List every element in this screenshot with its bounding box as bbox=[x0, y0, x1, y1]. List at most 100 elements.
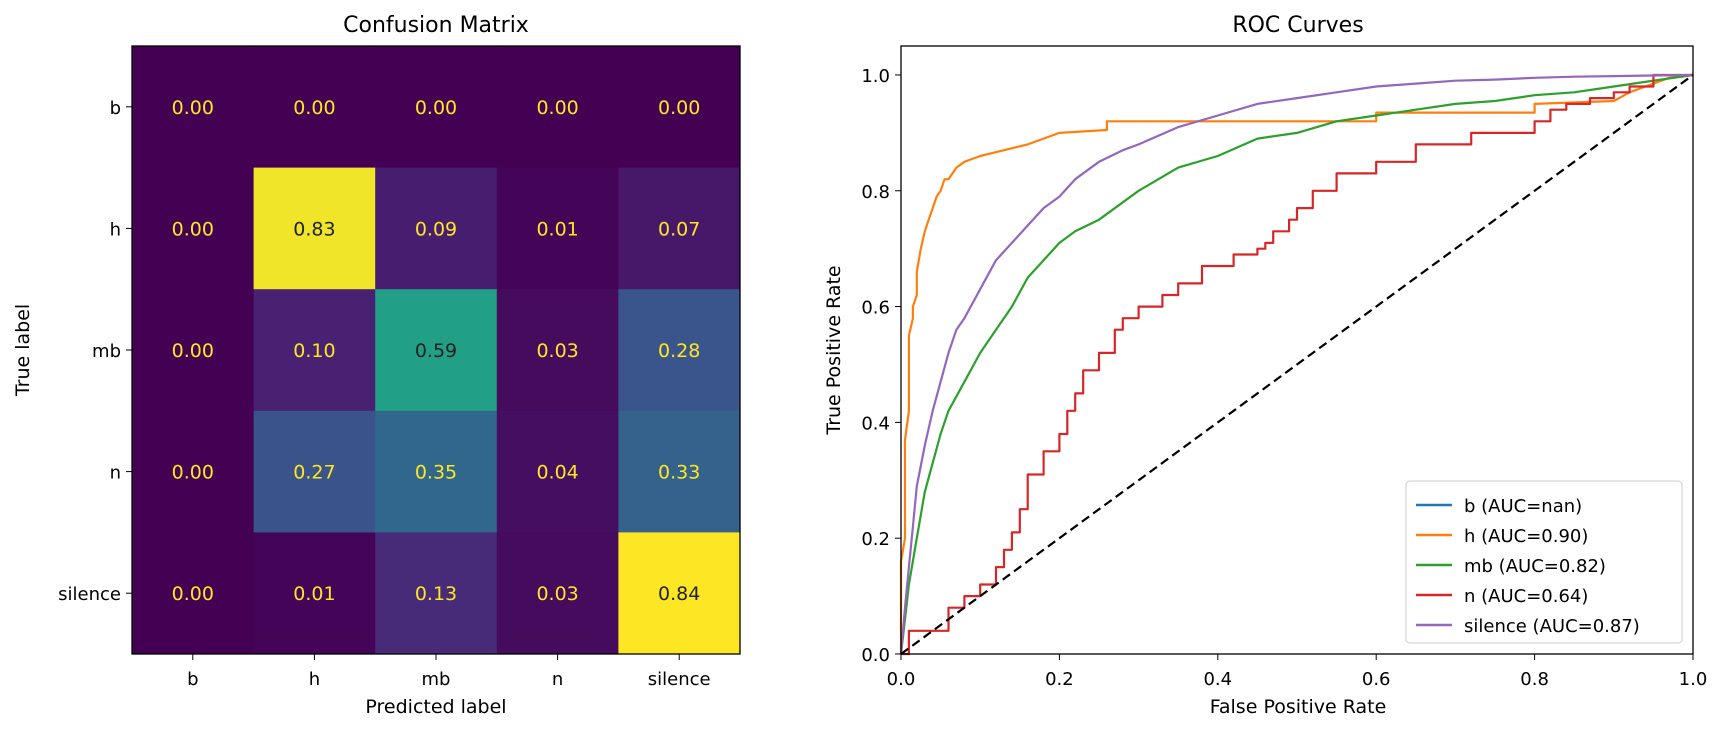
cm-x-tick-label: silence bbox=[648, 669, 711, 690]
cm-x-tick-label: h bbox=[309, 669, 320, 690]
cm-cell bbox=[253, 46, 376, 169]
cm-cell-label: 0.01 bbox=[536, 218, 578, 240]
cm-cell bbox=[618, 410, 741, 533]
cm-y-tick-label: h bbox=[110, 219, 121, 240]
cm-cell-label: 0.00 bbox=[536, 97, 578, 119]
cm-cell-label: 0.10 bbox=[293, 340, 335, 362]
roc-x-tick-label: 0.0 bbox=[887, 669, 916, 690]
roc-series-line bbox=[899, 73, 1694, 655]
cm-cell bbox=[496, 289, 619, 412]
cm-cell-label: 0.03 bbox=[536, 583, 578, 605]
roc-y-tick-label: 0.4 bbox=[861, 413, 890, 434]
cm-x-tick-label: n bbox=[552, 669, 563, 690]
cm-y-ticks: b h mb n silence bbox=[58, 98, 132, 605]
cm-cell bbox=[132, 532, 255, 655]
roc-y-tick-label: 0.8 bbox=[861, 182, 890, 203]
cm-cell bbox=[253, 289, 376, 412]
roc-chance-line bbox=[900, 74, 1694, 655]
cm-y-tick-label: silence bbox=[58, 584, 121, 605]
cm-cell bbox=[132, 46, 255, 169]
cm-cell-label: 0.00 bbox=[415, 97, 457, 119]
cm-cell-label: 0.84 bbox=[658, 583, 700, 605]
cm-cell-label: 0.33 bbox=[658, 462, 700, 484]
cm-cell-label: 0.00 bbox=[172, 97, 214, 119]
cm-cell-label: 0.00 bbox=[172, 583, 214, 605]
roc-y-tick-label: 0.2 bbox=[861, 529, 890, 550]
cm-cell bbox=[375, 532, 498, 655]
cm-cell-label: 0.00 bbox=[172, 218, 214, 240]
roc-series-line bbox=[901, 73, 1693, 656]
roc-x-tick-label: 0.8 bbox=[1520, 669, 1549, 690]
cm-y-tick-label: b bbox=[110, 98, 121, 119]
cm-cell-label: 0.07 bbox=[658, 218, 700, 240]
roc-y-tick-label: 0.0 bbox=[861, 645, 890, 666]
cm-y-tick-label: n bbox=[110, 463, 121, 484]
cm-cell bbox=[618, 167, 741, 290]
cm-cell-label: 0.28 bbox=[658, 340, 700, 362]
confusion-matrix-panel: Confusion Matrix 0.00 0.00 0.00 0.00 0.000.0… bbox=[12, 13, 741, 718]
legend-label: mb (AUC=0.82) bbox=[1464, 556, 1606, 577]
cm-cell bbox=[618, 289, 741, 412]
cm-cell bbox=[496, 532, 619, 655]
roc-frame bbox=[900, 45, 1694, 655]
legend-box bbox=[1405, 480, 1683, 644]
cm-cell bbox=[496, 167, 619, 290]
roc-legend: b (AUC=nan) h (AUC=0.90) mb (AUC=0.82) n (A… bbox=[1405, 480, 1683, 644]
cm-cell-label: 0.09 bbox=[415, 218, 457, 240]
cm-cell bbox=[375, 410, 498, 533]
roc-lines bbox=[899, 73, 1694, 656]
cm-cell-label: 0.01 bbox=[293, 583, 335, 605]
cm-ylabel: True label bbox=[12, 304, 34, 397]
roc-y-tick-label: 1.0 bbox=[861, 66, 890, 87]
cm-cell-label: 0.83 bbox=[293, 218, 335, 240]
cm-cell bbox=[253, 532, 376, 655]
cm-cell bbox=[375, 167, 498, 290]
cm-cell bbox=[496, 46, 619, 169]
cm-xlabel: Predicted label bbox=[365, 696, 506, 718]
cm-cell bbox=[132, 289, 255, 412]
cm-cell-label: 0.00 bbox=[172, 340, 214, 362]
cm-cell-label: 0.03 bbox=[536, 340, 578, 362]
cm-y-tick-label: mb bbox=[92, 341, 121, 362]
cm-cell bbox=[132, 167, 255, 290]
roc-x-tick-label: 0.4 bbox=[1203, 669, 1232, 690]
cm-cell bbox=[375, 289, 498, 412]
roc-panel: ROC Curves 0.0 0.2 0.4 0.6 0.8 1.0 0.00.20.40… bbox=[823, 13, 1707, 718]
legend-label: b (AUC=nan) bbox=[1464, 496, 1582, 517]
cm-cell bbox=[496, 410, 619, 533]
roc-title: ROC Curves bbox=[1232, 13, 1363, 38]
cm-cells: 0.00 0.00 0.00 0.00 0.00 0.00 0.83 0.09 0.01 0.07… bbox=[132, 46, 741, 655]
cm-cell-label: 0.00 bbox=[293, 97, 335, 119]
cm-cell bbox=[132, 410, 255, 533]
cm-cell-label: 0.35 bbox=[415, 462, 457, 484]
roc-y-tick-label: 0.6 bbox=[861, 298, 890, 319]
cm-cell-label: 0.00 bbox=[658, 97, 700, 119]
cm-cell bbox=[375, 46, 498, 169]
legend-label: silence (AUC=0.87) bbox=[1464, 616, 1640, 637]
cm-cell bbox=[618, 46, 741, 169]
cm-title: Confusion Matrix bbox=[343, 13, 529, 38]
cm-x-tick-label: mb bbox=[422, 669, 451, 690]
roc-series-line bbox=[899, 73, 1694, 655]
cm-cell-label: 0.13 bbox=[415, 583, 457, 605]
roc-y-ticks: 0.0 0.2 0.4 0.6 0.8 1.0 bbox=[861, 66, 901, 666]
roc-x-tick-label: 1.0 bbox=[1679, 669, 1708, 690]
roc-series-line bbox=[899, 73, 1694, 654]
cm-cell-label: 0.59 bbox=[415, 340, 457, 362]
legend-label: h (AUC=0.90) bbox=[1464, 526, 1588, 547]
legend-label: n (AUC=0.64) bbox=[1464, 586, 1588, 607]
cm-x-ticks: b h mb n silence bbox=[187, 654, 711, 690]
roc-x-tick-label: 0.6 bbox=[1362, 669, 1391, 690]
cm-cell bbox=[253, 410, 376, 533]
cm-x-tick-label: b bbox=[187, 669, 198, 690]
roc-xlabel: False Positive Rate bbox=[1210, 696, 1387, 718]
roc-ylabel: True Positive Rate bbox=[823, 265, 845, 435]
cm-cell-label: 0.27 bbox=[293, 462, 335, 484]
cm-cell bbox=[618, 532, 741, 655]
cm-cell-label: 0.04 bbox=[536, 462, 578, 484]
cm-cell bbox=[253, 167, 376, 290]
cm-cell-label: 0.00 bbox=[172, 462, 214, 484]
roc-x-ticks: 0.0 0.2 0.4 0.6 0.8 1.0 bbox=[887, 654, 1708, 690]
roc-x-tick-label: 0.2 bbox=[1045, 669, 1074, 690]
